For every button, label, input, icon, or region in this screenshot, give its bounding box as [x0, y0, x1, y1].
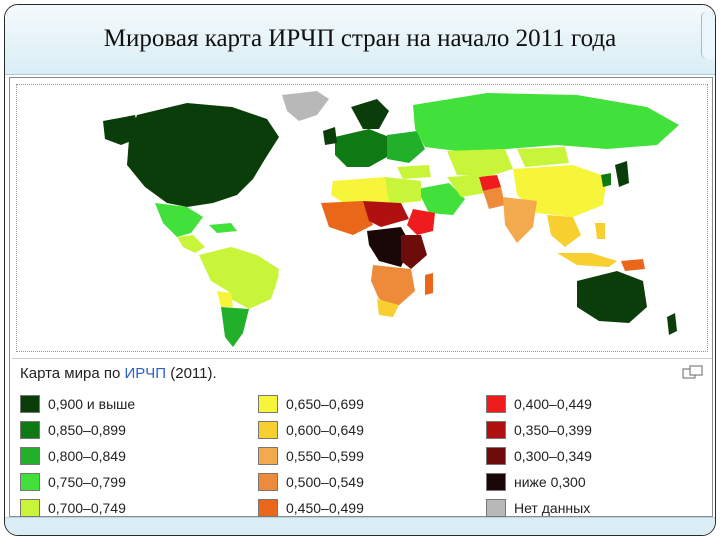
region-india	[503, 197, 537, 243]
world-map	[16, 84, 708, 352]
region-mexico	[155, 203, 203, 237]
legend-swatch	[258, 473, 278, 491]
region-png	[621, 259, 645, 271]
legend-item: 0,900 и выше	[20, 393, 135, 415]
region-indonesia	[557, 253, 617, 267]
region-brazil	[223, 261, 279, 309]
legend-label: 0,750–0,799	[48, 474, 126, 490]
legend-label: 0,350–0,399	[514, 422, 592, 438]
legend-item: 0,600–0,649	[258, 419, 364, 441]
legend-item: 0,750–0,799	[20, 471, 126, 493]
region-west-africa	[321, 201, 373, 235]
legend-label: 0,400–0,449	[514, 396, 592, 412]
legend-label: 0,550–0,599	[286, 448, 364, 464]
region-central-africa	[367, 227, 411, 267]
legend-label: Нет данных	[514, 500, 591, 516]
region-alaska	[103, 115, 141, 145]
region-central-america	[177, 235, 205, 253]
legend-label: 0,300–0,349	[514, 448, 592, 464]
region-pakistan	[483, 187, 505, 209]
region-uk	[323, 127, 337, 145]
enlarge-icon[interactable]	[682, 365, 704, 379]
legend-swatch	[20, 395, 40, 413]
legend-item: 0,450–0,499	[258, 497, 364, 519]
legend-label: 0,850–0,899	[48, 422, 126, 438]
legend-swatch	[486, 473, 506, 491]
region-caribbean	[209, 223, 237, 233]
region-north-america	[127, 103, 279, 207]
region-turkey	[397, 165, 431, 179]
legend-item: 0,700–0,749	[20, 497, 126, 519]
region-southern-cone	[221, 307, 249, 347]
legend-item: ниже 0,300	[486, 471, 586, 493]
legend-title-link[interactable]: ИРЧП	[124, 365, 167, 382]
legend-item: 0,850–0,899	[20, 419, 126, 441]
region-japan	[615, 161, 629, 187]
bottom-strip	[5, 517, 715, 535]
legend-swatch	[20, 499, 40, 517]
legend-swatch	[486, 421, 506, 439]
region-central-asia	[447, 149, 513, 177]
legend-item: 0,800–0,849	[20, 445, 126, 467]
legend-swatch	[20, 447, 40, 465]
legend-label: 0,450–0,499	[286, 500, 364, 516]
legend-label: 0,900 и выше	[48, 396, 136, 412]
region-eastern-europe	[387, 131, 425, 163]
region-western-europe	[335, 129, 389, 167]
legend-label: 0,600–0,649	[286, 422, 364, 438]
slide-title: Мировая карта ИРЧП стран на начало 2011 …	[103, 25, 617, 52]
region-korea	[601, 173, 611, 187]
region-scandinavia	[351, 99, 389, 129]
legend-label: ниже 0,300	[514, 474, 586, 490]
slide: Мировая карта ИРЧП стран на начало 2011 …	[4, 4, 716, 536]
region-southern-africa	[371, 265, 415, 307]
region-horn-africa	[407, 209, 435, 235]
legend-item: 0,650–0,699	[258, 393, 364, 415]
region-mongolia	[517, 147, 569, 167]
region-iran	[447, 175, 485, 197]
legend-title: Карта мира по ИРЧП (2011).	[20, 365, 217, 382]
map-figure: Карта мира по ИРЧП (2011). 0,900 и выше …	[9, 77, 713, 517]
legend-swatch	[486, 447, 506, 465]
legend: Карта мира по ИРЧП (2011). 0,900 и выше …	[12, 358, 712, 517]
legend-swatch	[20, 421, 40, 439]
region-greenland	[282, 91, 329, 121]
legend-label: 0,650–0,699	[286, 396, 364, 412]
legend-item: 0,500–0,549	[258, 471, 364, 493]
region-australia	[577, 271, 647, 323]
legend-title-suffix: (2011).	[166, 365, 217, 382]
world-map-svg	[103, 91, 679, 347]
slide-tab	[701, 11, 715, 59]
region-bolivia	[217, 291, 233, 307]
legend-swatch	[486, 395, 506, 413]
legend-item: Нет данных	[486, 497, 590, 519]
region-south-africa	[377, 299, 399, 317]
legend-item: 0,350–0,399	[486, 419, 592, 441]
legend-label: 0,800–0,849	[48, 448, 126, 464]
region-philippines	[595, 223, 605, 239]
legend-swatch	[258, 447, 278, 465]
region-arabia	[417, 183, 465, 215]
region-east-africa	[401, 235, 427, 269]
legend-title-prefix: Карта мира по	[20, 365, 125, 382]
region-afghanistan	[479, 175, 501, 191]
legend-label: 0,500–0,549	[286, 474, 364, 490]
legend-item: 0,550–0,599	[258, 445, 364, 467]
region-sahel	[363, 201, 409, 227]
region-russia	[413, 93, 679, 151]
legend-swatch	[258, 499, 278, 517]
legend-swatch	[20, 473, 40, 491]
region-new-zealand	[667, 313, 677, 335]
legend-swatch	[486, 499, 506, 517]
legend-swatch	[258, 395, 278, 413]
title-band: Мировая карта ИРЧП стран на начало 2011 …	[5, 5, 715, 75]
legend-label: 0,700–0,749	[48, 500, 126, 516]
legend-item: 0,400–0,449	[486, 393, 592, 415]
region-madagascar	[425, 273, 433, 295]
legend-item: 0,300–0,349	[486, 445, 592, 467]
region-southeast-asia	[547, 215, 581, 247]
region-libya-egypt	[385, 177, 421, 203]
legend-swatch	[258, 421, 278, 439]
